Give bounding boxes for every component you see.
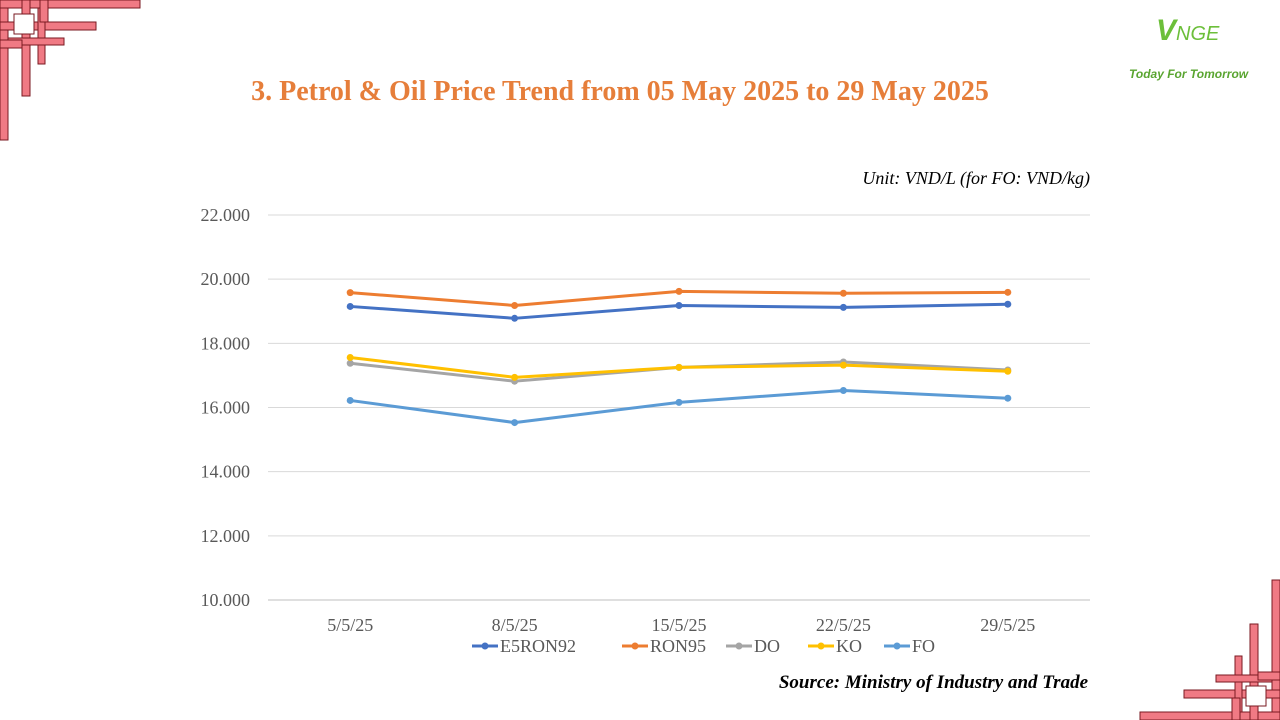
page-title: 3. Petrol & Oil Price Trend from 05 May … (251, 76, 989, 107)
logo-tagline: Today For Tomorrow (1129, 67, 1249, 81)
y-tick-label: 22.000 (201, 205, 251, 225)
data-point-ron95 (511, 301, 519, 309)
x-tick-label: 8/5/25 (492, 615, 538, 635)
legend-marker-do (735, 642, 743, 650)
legend-label-ron95: RON95 (650, 636, 706, 656)
data-point-ko (346, 353, 354, 361)
data-point-fo (839, 386, 847, 394)
x-tick-label: 5/5/25 (327, 615, 373, 635)
y-tick-label: 14.000 (201, 462, 251, 482)
data-point-ko (839, 361, 847, 369)
data-point-e5ron92 (839, 303, 847, 311)
y-tick-label: 16.000 (201, 398, 251, 418)
legend-label-fo: FO (912, 636, 935, 656)
legend-marker-fo (893, 642, 901, 650)
data-point-ron95 (1004, 288, 1012, 296)
data-point-ron95 (346, 289, 354, 297)
data-point-e5ron92 (346, 302, 354, 310)
data-point-e5ron92 (511, 314, 519, 322)
legend-marker-ron95 (631, 642, 639, 650)
unit-note: Unit: VND/L (for FO: VND/kg) (862, 168, 1090, 188)
y-tick-label: 18.000 (201, 333, 251, 353)
series-line-fo (349, 388, 1008, 425)
data-point-ron95 (675, 287, 683, 295)
data-point-do (346, 359, 354, 367)
data-point-ko (1004, 367, 1012, 375)
data-point-e5ron92 (1004, 300, 1012, 308)
y-tick-label: 20.000 (201, 269, 251, 289)
data-point-ko (675, 363, 683, 371)
corner-ornament-top-left (0, 0, 141, 141)
legend-marker-ko (817, 642, 825, 650)
y-tick-label: 12.000 (201, 526, 251, 546)
x-tick-label: 15/5/25 (651, 615, 706, 635)
data-point-fo (1004, 394, 1012, 402)
data-point-ko (511, 373, 519, 381)
legend-label-ko: KO (836, 636, 862, 656)
logo-wordmark: VNGE (1156, 14, 1220, 47)
x-tick-label: 22/5/25 (816, 615, 871, 635)
data-point-ron95 (839, 289, 847, 297)
legend-label-do: DO (754, 636, 780, 656)
source-note: Source: Ministry of Industry and Trade (778, 672, 1088, 693)
data-point-fo (675, 398, 683, 406)
data-point-fo (511, 419, 519, 427)
vnge-logo: VNGE Today For Tomorrow (1122, 14, 1262, 86)
legend-label-e5ron92: E5RON92 (500, 636, 576, 656)
legend-marker-e5ron92 (481, 642, 489, 650)
y-tick-label: 10.000 (201, 590, 251, 610)
corner-ornament-bottom-right (1139, 579, 1280, 720)
data-point-fo (346, 396, 354, 404)
x-tick-label: 29/5/25 (980, 615, 1035, 635)
data-point-e5ron92 (675, 301, 683, 309)
